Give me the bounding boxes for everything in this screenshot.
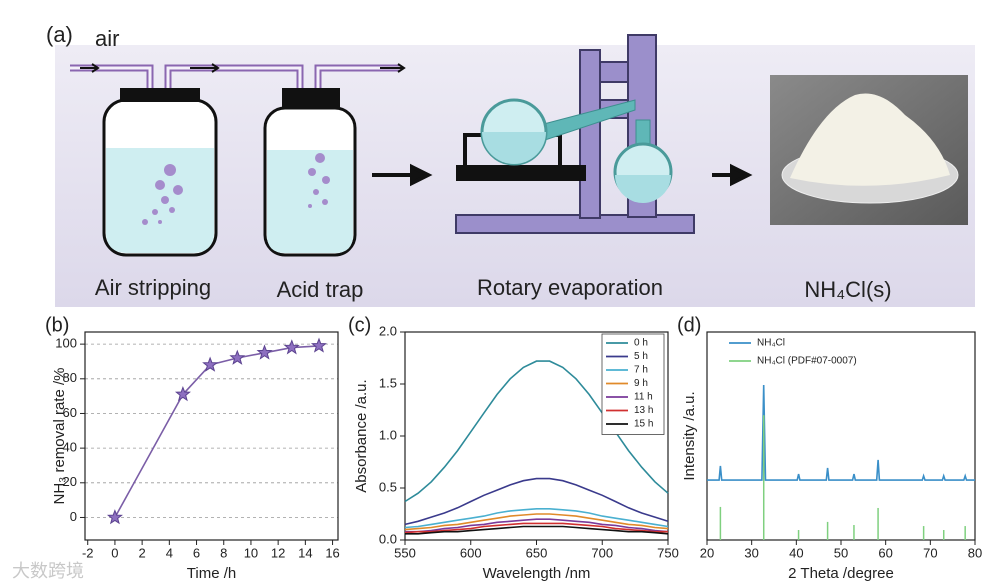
data-point: [174, 385, 191, 402]
data-point: [256, 344, 273, 360]
y-tick-label: 60: [63, 405, 77, 420]
x-tick-label: 4: [166, 545, 173, 560]
x-tick-label: 60: [878, 545, 892, 560]
legend-label: 13 h: [634, 405, 653, 416]
y-tick-label: 0.0: [379, 531, 397, 546]
step-label: Air stripping: [95, 275, 211, 300]
legend-label: 15 h: [634, 419, 653, 430]
data-line: [404, 513, 669, 531]
x-tick-label: 16: [325, 545, 339, 560]
data-point: [229, 349, 246, 365]
air-label: air: [95, 26, 119, 51]
data-line: [114, 345, 320, 518]
data-line: [404, 508, 669, 529]
neck: [635, 119, 651, 147]
x-axis-label: 2 Theta /degree: [788, 565, 894, 582]
data-line: [405, 525, 669, 535]
data-line: [404, 477, 669, 526]
receiver-liquid: [615, 175, 671, 203]
flow-arrows: [80, 63, 406, 73]
x-tick-label: 50: [834, 545, 848, 560]
data-point: [106, 509, 123, 525]
x-tick-label: 40: [789, 545, 803, 560]
x-tick-label: 8: [220, 545, 227, 560]
cap: [282, 88, 340, 108]
x-tick-label: 700: [591, 545, 613, 560]
y-tick-label: 100: [55, 336, 77, 351]
y-tick-label: 1.5: [379, 375, 397, 390]
bubbles: [142, 164, 183, 225]
legend-label: NH₄Cl: [757, 338, 785, 349]
x-tick-label: 750: [657, 545, 679, 560]
x-tick-label: 0: [111, 545, 118, 560]
step-label: NH₄Cl(s): [804, 277, 891, 302]
legend-label: 0 h: [634, 338, 648, 349]
data-line: [404, 522, 668, 534]
data-point: [283, 339, 300, 355]
powder: [790, 93, 950, 186]
data-line: [707, 384, 975, 481]
x-tick-label: 70: [923, 545, 937, 560]
y-tick-label: 20: [63, 474, 77, 489]
cap: [120, 88, 200, 102]
x-tick-label: 20: [700, 545, 714, 560]
x-tick-label: 6: [193, 545, 200, 560]
x-tick-label: 30: [744, 545, 758, 560]
x-tick-label: 600: [460, 545, 482, 560]
x-axis-label: Time /h: [187, 565, 236, 582]
liquid: [267, 150, 353, 253]
y-axis-label: NH₃ removal rate /%: [51, 368, 68, 505]
data-line: [404, 360, 669, 503]
y-tick-label: 40: [63, 440, 77, 455]
x-tick-label: 80: [968, 545, 982, 560]
platform: [456, 165, 586, 181]
step-label: Rotary evaporation: [477, 275, 663, 300]
panel-label: (c): [348, 314, 371, 336]
arrow: [712, 163, 753, 187]
legend-label: 9 h: [634, 378, 648, 389]
watermark: 大数跨境: [12, 561, 84, 581]
arrow: [372, 163, 433, 187]
x-tick-label: 14: [298, 545, 312, 560]
x-tick-label: 12: [271, 545, 285, 560]
liquid: [106, 148, 214, 253]
schematic: (a) air Air stripping Acid trap Rotary e…: [46, 22, 975, 307]
x-tick-label: 10: [244, 545, 258, 560]
legend-label: 11 h: [634, 392, 653, 403]
y-tick-label: 1.0: [379, 427, 397, 442]
plot-frame: [84, 331, 339, 541]
data-point: [310, 337, 327, 353]
legend-label: NH₄Cl (PDF#07-0007): [757, 356, 857, 367]
x-tick-label: 2: [139, 545, 146, 560]
panel-label: (a): [46, 22, 73, 47]
y-tick-label: 80: [63, 370, 77, 385]
x-tick-label: 550: [394, 545, 416, 560]
x-tick-label: -2: [82, 545, 94, 560]
step-label: Acid trap: [277, 277, 364, 302]
x-axis-label: Wavelength /nm: [483, 565, 591, 582]
bubbles: [308, 153, 330, 208]
y-axis-label: Absorbance /a.u.: [353, 379, 370, 492]
data-line: [405, 518, 669, 533]
y-tick-label: 0.5: [379, 479, 397, 494]
flask-liquid: [482, 132, 546, 164]
y-tick-label: 2.0: [379, 323, 397, 338]
legend-label: 5 h: [634, 351, 648, 362]
y-tick-label: 0: [70, 509, 77, 524]
panel-label: (d): [677, 314, 701, 336]
x-tick-label: 650: [526, 545, 548, 560]
data-point: [202, 356, 219, 372]
y-axis-label: Intensity /a.u.: [681, 391, 698, 480]
legend-label: 7 h: [634, 365, 648, 376]
panel-label: (b): [45, 314, 69, 336]
